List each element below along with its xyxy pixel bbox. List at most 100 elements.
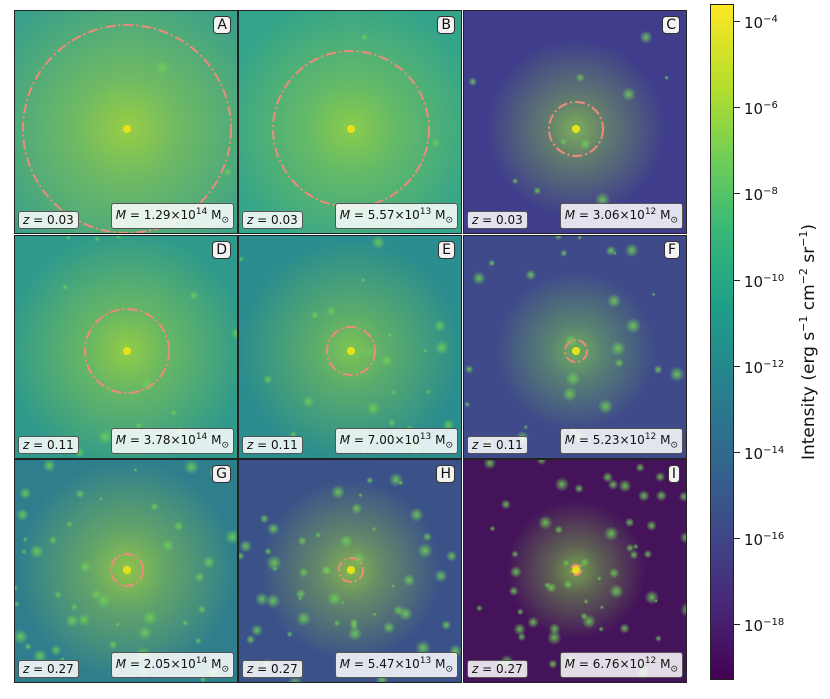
mass-label: M = 3.78×1014 M⊙ — [110, 427, 234, 454]
substructure-blob — [298, 567, 309, 578]
substructure-blob — [15, 628, 29, 645]
redshift-label: z = 0.27 — [18, 660, 79, 678]
substructure-blob — [340, 600, 345, 605]
substructure-blob — [265, 593, 281, 609]
colorbar-label: Intensity (erg s−1 cm−2 sr−1) — [797, 223, 819, 461]
substructure-blob — [511, 550, 519, 558]
substructure-blob — [468, 77, 478, 87]
halo-core — [123, 125, 131, 133]
substructure-blob — [266, 522, 280, 536]
substructure-blob — [255, 592, 269, 606]
substructure-blob — [335, 121, 341, 127]
substructure-blob — [66, 520, 74, 528]
substructure-blob — [310, 310, 320, 320]
map-image — [15, 11, 237, 233]
substructure-blob — [402, 573, 416, 587]
halo-core — [123, 566, 131, 574]
substructure-blob — [390, 583, 396, 589]
substructure-blob — [365, 401, 381, 416]
substructure-blob — [554, 525, 564, 534]
substructure-blob — [398, 480, 404, 486]
substructure-blob — [464, 401, 471, 408]
substructure-blob — [135, 422, 143, 430]
halo-core — [572, 347, 580, 355]
substructure-blob — [170, 409, 178, 417]
substructure-blob — [371, 236, 386, 250]
substructure-blob — [434, 320, 446, 332]
mass-label: M = 5.47×1013 M⊙ — [334, 651, 458, 678]
mass-label: M = 2.05×1014 M⊙ — [110, 651, 234, 678]
substructure-blob — [618, 479, 632, 493]
colorbar-tick-label: 10−8 — [744, 186, 778, 205]
substructure-blob — [509, 565, 522, 578]
substructure-blob — [15, 584, 19, 592]
substructure-blob — [621, 87, 636, 102]
halo-core — [572, 125, 580, 133]
colorbar-tick — [734, 279, 740, 281]
substructure-blob — [664, 75, 670, 81]
substructure-blob — [599, 604, 605, 610]
substructure-blob — [655, 635, 662, 642]
redshift-label: z = 0.03 — [18, 211, 79, 229]
substructure-blob — [371, 526, 377, 532]
panel-label: D — [212, 241, 231, 259]
map-image — [476, 460, 686, 679]
substructure-blob — [629, 550, 639, 560]
substructure-blob — [655, 489, 668, 502]
substructure-blob — [16, 508, 29, 522]
halo-core — [572, 566, 580, 574]
substructure-blob — [349, 621, 359, 630]
substructure-blob — [390, 389, 397, 396]
substructure-blob — [77, 613, 91, 627]
map-image — [239, 11, 461, 233]
substructure-blob — [608, 567, 620, 579]
substructure-blob — [24, 642, 32, 651]
substructure-blob — [161, 539, 175, 553]
substructure-blob — [194, 571, 205, 583]
substructure-blob — [577, 236, 583, 241]
mass-label: M = 6.76×1012 M⊙ — [559, 651, 683, 678]
colorbar-tick — [734, 624, 740, 626]
aperture-circle — [564, 339, 588, 363]
substructure-blob — [489, 525, 496, 532]
substructure-blob — [79, 560, 92, 573]
map-image — [239, 236, 461, 458]
substructure-blob — [536, 460, 547, 466]
map-image — [239, 472, 461, 682]
substructure-blob — [679, 531, 686, 544]
map-image — [15, 236, 237, 458]
substructure-blob — [680, 602, 686, 618]
substructure-blob — [431, 138, 441, 148]
substructure-blob — [29, 544, 44, 559]
substructure-blob — [483, 460, 497, 470]
substructure-blob — [224, 529, 237, 545]
substructure-blob — [91, 588, 102, 600]
substructure-blob — [387, 332, 393, 338]
substructure-blob — [358, 492, 363, 498]
substructure-blob — [245, 634, 256, 645]
substructure-blob — [610, 340, 626, 357]
substructure-blob — [606, 293, 622, 308]
redshift-label: z = 0.11 — [467, 436, 528, 454]
redshift-label: z = 0.03 — [467, 211, 528, 229]
panel-label: C — [662, 16, 680, 34]
substructure-blob — [361, 33, 369, 41]
substructure-blob — [614, 358, 624, 368]
substructure-blob — [646, 520, 657, 532]
substructure-blob — [115, 622, 121, 627]
substructure-blob — [575, 73, 585, 83]
colorbar-tick — [734, 193, 740, 195]
substructure-blob — [565, 371, 581, 387]
substructure-blob — [425, 389, 432, 395]
substructure-blob — [296, 611, 312, 627]
substructure-blob — [580, 557, 590, 567]
substructure-blob — [511, 177, 519, 185]
substructure-blob — [624, 243, 639, 258]
substructure-blob — [513, 622, 526, 636]
substructure-blob — [464, 364, 474, 374]
substructure-blob — [239, 551, 245, 561]
substructure-blob — [603, 526, 619, 542]
substructure-blob — [579, 138, 592, 151]
